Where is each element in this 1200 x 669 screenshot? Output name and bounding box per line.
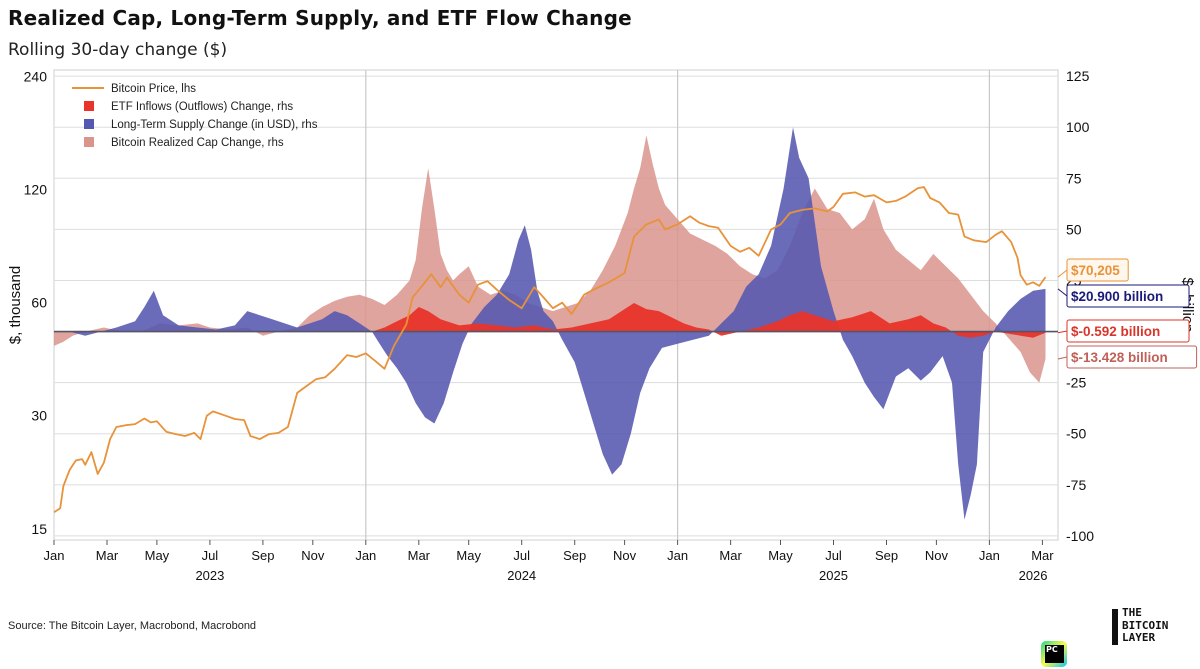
legend-swatch-box xyxy=(84,137,94,147)
x-year-label: 2024 xyxy=(507,568,536,583)
left-axis-tick-label: 30 xyxy=(31,408,47,424)
end-label-box xyxy=(1066,284,1190,308)
source-note: Source: The Bitcoin Layer, Macrobond, Ma… xyxy=(8,620,257,632)
right-axis-tick-label: 100 xyxy=(1066,119,1090,135)
x-tick-label: Sep xyxy=(875,548,898,563)
x-tick-label: Nov xyxy=(925,548,949,563)
right-axis-tick-label: 50 xyxy=(1066,221,1082,237)
end-label-text: $-13.428 billion xyxy=(1071,350,1168,365)
left-axis-tick-label: 60 xyxy=(31,295,47,311)
etf-flow-area xyxy=(54,303,1046,338)
end-label-box xyxy=(1066,319,1190,343)
x-tick-label: Jul xyxy=(513,548,530,563)
x-tick-label: May xyxy=(768,548,793,563)
left-axis-tick-label: 15 xyxy=(31,521,47,537)
right-axis-tick-label: -25 xyxy=(1066,375,1086,391)
brand-line: THE xyxy=(1122,606,1142,619)
end-label-text: $20.900 billion xyxy=(1071,289,1163,304)
x-tick-label: Mar xyxy=(96,548,119,563)
long-term-supply-area xyxy=(54,127,1046,520)
x-tick-label: Mar xyxy=(719,548,742,563)
pc-app-icon-label: PC xyxy=(1045,645,1064,663)
chart-title: Realized Cap, Long-Term Supply, and ETF … xyxy=(8,6,632,30)
x-tick-label: Nov xyxy=(301,548,325,563)
brand-line: BITCOIN xyxy=(1122,618,1169,632)
x-tick-label: May xyxy=(456,548,481,563)
x-year-label: 2023 xyxy=(195,568,224,583)
x-tick-label: Mar xyxy=(1031,548,1054,563)
x-tick-label: May xyxy=(145,548,170,563)
legend-item-label: ETF Inflows (Outflows) Change, rhs xyxy=(111,101,293,113)
end-label-text: $70,205 xyxy=(1071,263,1120,278)
end-label-leader xyxy=(1057,330,1068,334)
x-tick-label: Sep xyxy=(563,548,586,563)
right-axis-tick-label: -50 xyxy=(1066,426,1086,442)
brand-logo: THE BITCOIN LAYER xyxy=(1112,606,1192,647)
end-label-leader xyxy=(1057,356,1068,360)
legend-item-label: Bitcoin Price, lhs xyxy=(111,83,196,95)
x-tick-label: Jan xyxy=(979,548,1000,563)
left-axis-tick-label: 120 xyxy=(24,182,48,198)
end-label-box xyxy=(1066,345,1198,369)
legend-item-label: Long-Term Supply Change (in USD), rhs xyxy=(111,119,318,131)
x-tick-label: Sep xyxy=(251,548,274,563)
brand-text: THE BITCOIN LAYER xyxy=(1122,606,1169,645)
legend-swatch-box xyxy=(84,119,94,129)
x-tick-label: Jan xyxy=(355,548,376,563)
legend-item-label: Bitcoin Realized Cap Change, rhs xyxy=(111,137,284,149)
right-axis-tick-label: -75 xyxy=(1066,477,1086,493)
end-label-text: $-0.592 billion xyxy=(1071,324,1160,339)
brand-line: LAYER xyxy=(1122,631,1156,644)
x-tick-label: Jan xyxy=(667,548,688,563)
legend-swatch-box xyxy=(84,101,94,111)
end-label-leader xyxy=(1057,269,1068,278)
right-axis-tick-label: 125 xyxy=(1066,68,1090,84)
bitcoin-price-line xyxy=(53,186,1047,513)
x-tick-label: Jul xyxy=(825,548,842,563)
x-tick-label: Mar xyxy=(408,548,431,563)
x-tick-label: Jan xyxy=(44,548,65,563)
x-year-label: 2026 xyxy=(1019,568,1048,583)
plot-frame xyxy=(53,69,1059,541)
chart-subtitle: Rolling 30-day change ($) xyxy=(8,40,228,60)
x-tick-label: Nov xyxy=(613,548,637,563)
x-year-label: 2025 xyxy=(819,568,848,583)
right-axis-tick-label: 75 xyxy=(1066,170,1082,186)
pc-app-icon[interactable]: PC xyxy=(1041,641,1067,667)
left-axis-tick-label: 240 xyxy=(24,69,48,85)
right-axis-tick-label: -100 xyxy=(1066,528,1094,544)
x-tick-label: Jul xyxy=(202,548,219,563)
end-label-box xyxy=(1066,258,1129,282)
left-axis-label: $, thousand xyxy=(7,266,24,344)
end-label-leader xyxy=(1057,288,1068,297)
brand-bar-icon xyxy=(1112,609,1118,645)
